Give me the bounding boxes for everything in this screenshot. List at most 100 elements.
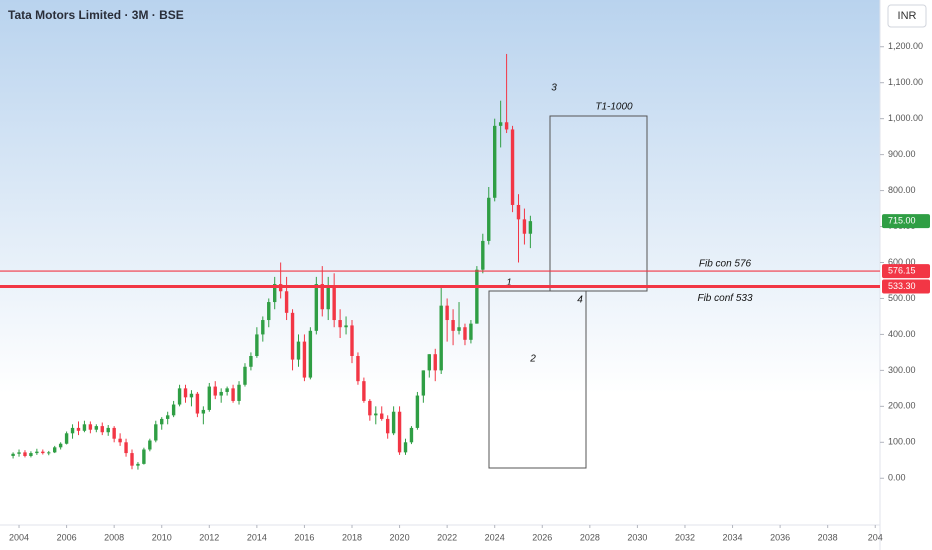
candle-body <box>397 411 402 453</box>
candle-body <box>237 384 241 401</box>
candle-body <box>124 442 128 454</box>
candle-body <box>177 388 182 405</box>
y-tick-label: 800.00 <box>888 185 916 195</box>
candle-body <box>148 440 152 450</box>
candle-body <box>362 381 366 401</box>
candle-body <box>261 320 265 335</box>
candle-body <box>273 284 277 303</box>
price-tag-label: 576.15 <box>888 265 916 275</box>
price-tag <box>882 264 930 279</box>
y-tick-label: 600.00 <box>888 257 916 267</box>
wave-label: 4 <box>577 295 583 306</box>
candle-body <box>284 291 289 313</box>
price-line-note: Fib con 576 <box>699 259 752 270</box>
x-tick-label: 2014 <box>247 532 267 542</box>
candle-body <box>528 221 533 234</box>
candle-body <box>255 334 259 356</box>
candle-body <box>47 452 51 454</box>
y-tick-label: 1,200.00 <box>888 41 923 51</box>
candle-body <box>183 388 188 398</box>
candle-body <box>391 411 396 434</box>
candle-body <box>58 443 63 448</box>
candle-body <box>350 325 354 356</box>
candle-body <box>516 204 521 220</box>
candle-body <box>338 320 342 328</box>
candle-body <box>112 427 116 439</box>
candle-body <box>439 305 443 371</box>
candle-body <box>320 284 324 310</box>
candle-body <box>201 409 206 414</box>
candle-body <box>70 427 75 434</box>
time-axis-background <box>0 525 880 550</box>
candle-body <box>332 287 336 321</box>
candle-body <box>290 312 295 360</box>
candle-body <box>314 284 319 331</box>
candle-body <box>463 327 467 340</box>
candle-body <box>11 453 15 456</box>
candle-body <box>94 426 99 430</box>
x-tick-label: 2012 <box>199 532 219 542</box>
candle-body <box>296 341 301 360</box>
candle-body <box>41 451 45 454</box>
candle-body <box>29 453 33 456</box>
candle-body <box>136 463 140 466</box>
candle-body <box>160 418 164 425</box>
candle-body <box>76 427 81 431</box>
candle-body <box>409 427 414 443</box>
y-tick-label: 0.00 <box>888 473 906 483</box>
candle-body <box>487 197 491 241</box>
candle-body <box>481 240 485 270</box>
candle-body <box>267 302 271 321</box>
candle-body <box>445 305 449 321</box>
x-tick-label: 2008 <box>104 532 124 542</box>
wave-label: 2 <box>529 354 536 365</box>
currency-label[interactable]: INR <box>898 10 917 22</box>
candle-body <box>225 388 229 392</box>
candle-body <box>142 449 146 464</box>
currency-button[interactable] <box>887 4 927 28</box>
candle-body <box>433 354 437 371</box>
x-tick-label: 2034 <box>723 532 743 542</box>
price-tag-label: 533.30 <box>888 281 916 291</box>
target-label: T1-1000 <box>595 102 633 113</box>
chart-title: Tata Motors Limited · 3M · BSE <box>8 8 184 22</box>
x-tick-label: 2006 <box>57 532 77 542</box>
last-price-tag <box>882 214 930 229</box>
y-tick-label: 400.00 <box>888 329 916 339</box>
y-tick-label: 100.00 <box>888 437 916 447</box>
x-tick-label: 2030 <box>627 532 647 542</box>
candle-body <box>82 424 87 431</box>
plot-background <box>0 0 880 525</box>
y-tick-label: 1,000.00 <box>888 113 923 123</box>
candle-body <box>356 355 360 382</box>
x-tick-label: 204 <box>868 532 883 542</box>
drawing-box <box>549 115 648 292</box>
candle-body <box>53 447 57 453</box>
candle-body <box>475 269 479 324</box>
last-price-label: 715.00 <box>888 216 916 226</box>
wave-label: 1 <box>506 278 512 289</box>
candle-body <box>100 426 104 433</box>
candle-body <box>510 129 515 205</box>
candle-body <box>308 330 313 378</box>
candle-body <box>326 287 330 310</box>
candle-body <box>457 327 461 331</box>
candle-body <box>243 366 247 385</box>
candle-body <box>219 391 223 396</box>
y-tick-label: 500.00 <box>888 293 916 303</box>
candle-body <box>231 388 235 401</box>
candle-body <box>88 424 93 430</box>
candle-body <box>35 451 39 454</box>
candle-body <box>118 438 122 443</box>
y-tick-label: 900.00 <box>888 149 916 159</box>
x-tick-label: 2004 <box>9 532 29 542</box>
wave-label: 3 <box>551 83 557 94</box>
candle-body <box>302 341 307 378</box>
price-tag <box>882 279 930 294</box>
drawing-box <box>488 290 587 469</box>
candle-body <box>213 386 217 396</box>
candle-body <box>415 395 420 428</box>
candle-body <box>106 427 110 433</box>
candle-body <box>504 122 509 130</box>
